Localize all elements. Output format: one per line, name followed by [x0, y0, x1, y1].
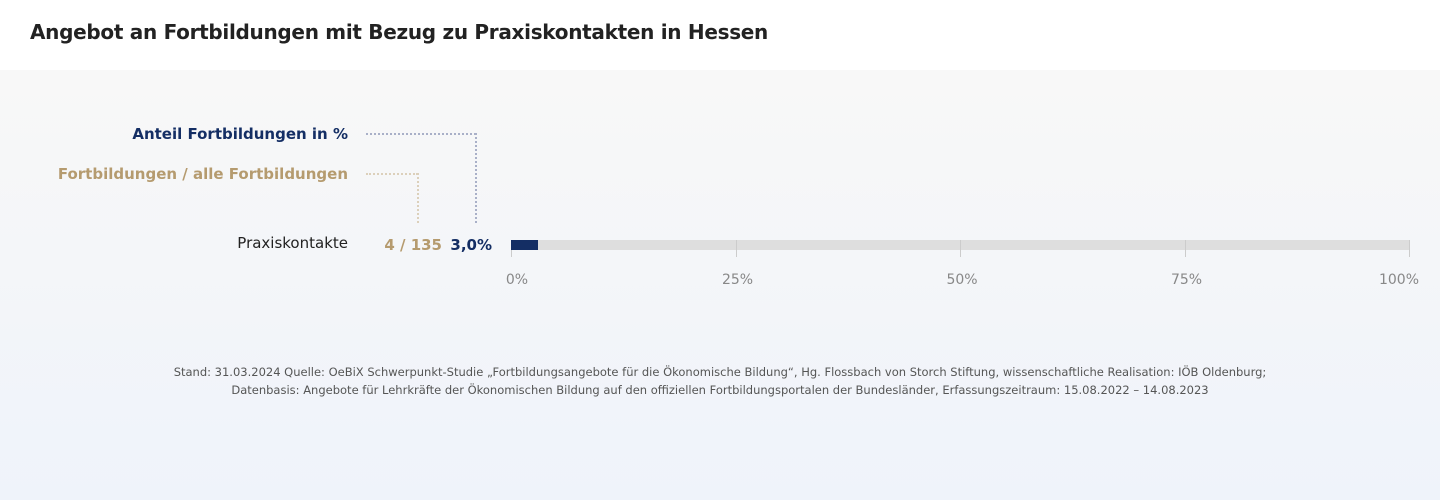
chart-title: Angebot an Fortbildungen mit Bezug zu Pr… [30, 20, 768, 44]
tick-mark [1184, 240, 1186, 257]
bar [511, 240, 538, 250]
legend-count-leader-vertical [417, 173, 419, 223]
tick-mark [1409, 240, 1410, 257]
source-note: Stand: 31.03.2024 Quelle: OeBiX Schwerpu… [0, 363, 1440, 399]
category-label: Praxiskontakte [237, 234, 348, 252]
legend-percent-leader [366, 133, 476, 135]
tick-label: 75% [1170, 272, 1203, 288]
tick-label: 100% [1378, 272, 1420, 288]
source-line-2: Datenbasis: Angebote für Lehrkräfte der … [231, 383, 1209, 397]
tick-mark [735, 240, 737, 257]
chart-area: Anteil Fortbildungen in % Fortbildungen … [0, 70, 1440, 500]
count-label: 4 / 135 [384, 236, 442, 254]
tick-label: 25% [721, 272, 754, 288]
tick-label: 50% [946, 272, 978, 288]
tick-label: 0% [505, 272, 529, 288]
header: Angebot an Fortbildungen mit Bezug zu Pr… [0, 0, 1440, 70]
legend-percent-leader-vertical [475, 133, 477, 223]
legend-count-leader [366, 173, 418, 175]
source-line-1: Stand: 31.03.2024 Quelle: OeBiX Schwerpu… [173, 365, 1267, 379]
value-label: 3,0% [450, 236, 492, 254]
legend-percent: Anteil Fortbildungen in % [132, 125, 348, 143]
legend-count: Fortbildungen / alle Fortbildungen [57, 165, 348, 183]
tick-mark [960, 240, 961, 257]
